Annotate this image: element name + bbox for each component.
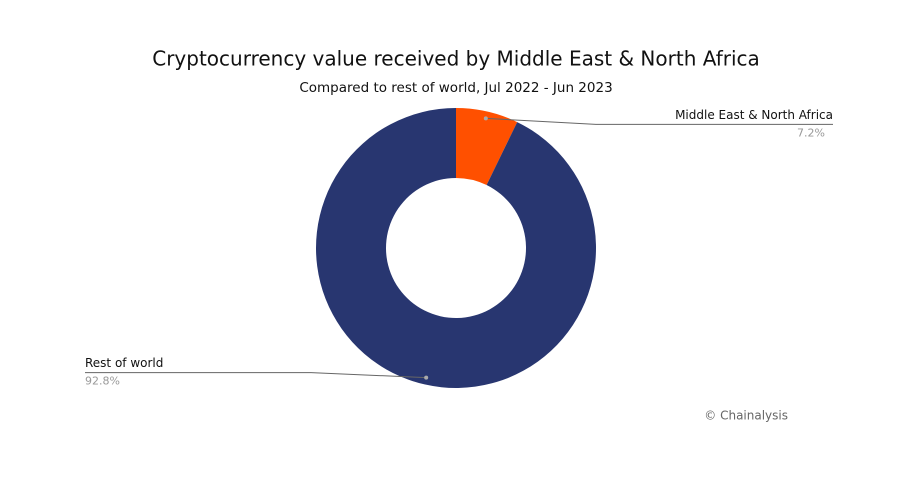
leader-line xyxy=(85,372,427,379)
source: © Chainalysis xyxy=(704,409,788,423)
value-label: 92.8% xyxy=(85,375,120,388)
value-label: 7.2% xyxy=(797,126,825,139)
leader-line xyxy=(485,117,833,125)
slice xyxy=(316,108,596,388)
slice-label: Rest of world xyxy=(85,356,163,370)
chart-title: Cryptocurrency value received by Middle … xyxy=(152,47,760,71)
slice xyxy=(456,108,518,186)
chart-subtitle: Compared to rest of world, Jul 2022 - Ju… xyxy=(299,80,612,96)
leader-dot xyxy=(424,375,429,380)
leader-dot xyxy=(483,116,488,121)
slice-label: Middle East & North Africa xyxy=(675,108,833,122)
